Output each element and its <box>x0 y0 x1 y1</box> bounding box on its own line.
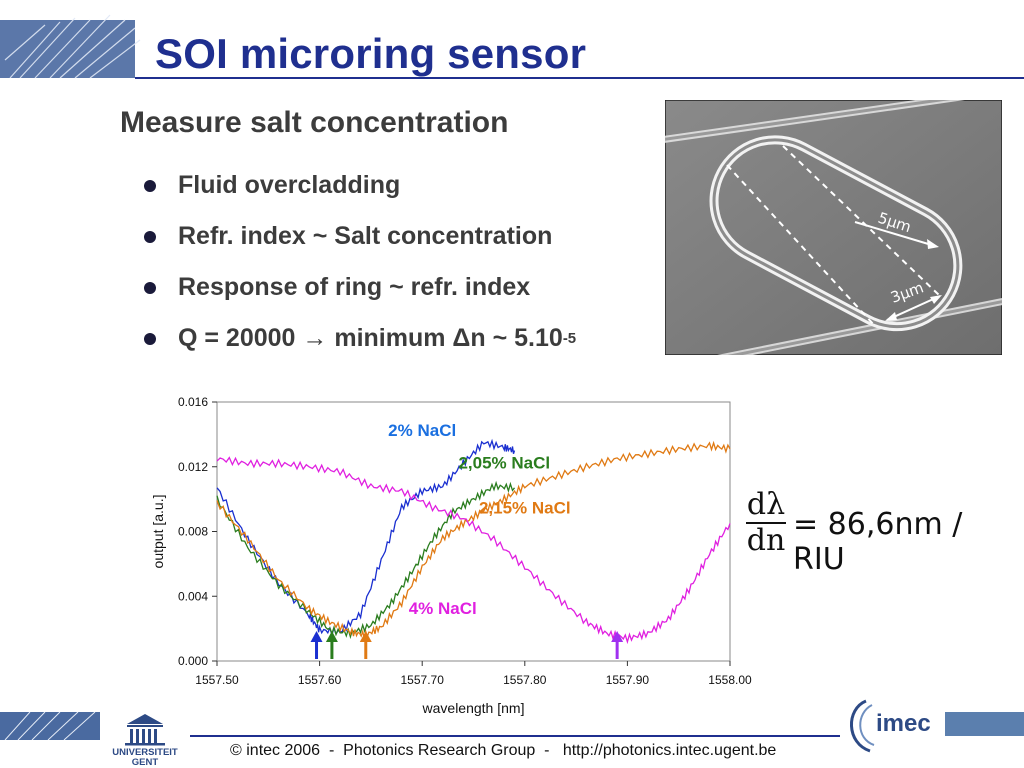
footer-decoration <box>0 712 100 740</box>
imec-logo-text: imec <box>876 710 931 737</box>
x-tick-label: 1558.00 <box>708 673 752 687</box>
bullet-item: Fluid overcladding <box>140 160 576 211</box>
series-annotation: 4% NaCl <box>409 599 477 618</box>
x-axis-label: wavelength [nm] <box>422 700 525 716</box>
series-annotation: 2,05% NaCl <box>458 453 550 472</box>
imec-logo: imec <box>850 699 931 753</box>
footer-credits: © intec 2006 - Photonics Research Group … <box>230 742 777 759</box>
title-divider <box>135 77 1024 79</box>
series-annotation: 2% NaCl <box>388 421 456 440</box>
y-tick-label: 0.012 <box>178 460 208 474</box>
resonance-arrowhead-icon <box>611 631 624 642</box>
resonance-arrowhead-icon <box>310 631 323 642</box>
x-tick-label: 1557.60 <box>298 673 342 687</box>
ugent-logo-line2: GENT <box>132 757 159 768</box>
slide-title: SOI microring sensor <box>155 30 587 77</box>
y-tick-label: 0.004 <box>178 589 208 603</box>
ugent-logo: UNIVERSITEIT GENT <box>112 714 178 768</box>
bullet-list: Fluid overcladding Refr. index ~ Salt co… <box>140 160 576 364</box>
formula-fraction-bar <box>746 522 786 524</box>
footer-divider <box>190 735 840 737</box>
bullet-dot-icon <box>144 230 156 243</box>
x-tick-label: 1557.90 <box>606 673 650 687</box>
series-line <box>216 438 516 638</box>
y-axis-label: output [a.u.] <box>150 495 166 569</box>
bullet-superscript: -5 <box>562 330 577 347</box>
footer-accent-bar <box>945 712 1024 736</box>
bullet-text: Fluid overcladding <box>178 171 401 199</box>
formula-fraction: dλ dn <box>745 488 787 558</box>
bullet-dot-icon <box>144 179 156 192</box>
bullet-item: Refr. index ~ Salt concentration <box>140 211 576 262</box>
series-line <box>216 440 731 639</box>
x-tick-label: 1557.50 <box>195 673 239 687</box>
bullet-dot-icon <box>144 332 156 345</box>
bullet-text: Response of ring ~ refr. index <box>178 273 531 301</box>
slide-subtitle: Measure salt concentration <box>120 106 509 139</box>
formula-rhs: = 86,6nm / RIU <box>793 507 963 577</box>
bullet-item: Response of ring ~ refr. index <box>140 262 576 313</box>
plot-frame <box>216 401 731 662</box>
ugent-logo-line1: UNIVERSITEIT <box>112 747 178 758</box>
resonance-arrowhead-icon <box>359 631 372 642</box>
bullet-dot-icon <box>144 281 156 294</box>
spectrum-chart: 0.000 0.004 0.008 0.012 0.016 1557.50 1557.60 1… <box>150 395 752 716</box>
x-tick-label: 1557.70 <box>401 673 445 687</box>
sensitivity-formula: dλ dn = 86,6nm / RIU <box>745 488 995 577</box>
bullet-text: Refr. index ~ Salt concentration <box>178 222 553 250</box>
series-line <box>216 456 731 645</box>
y-tick-label: 0.016 <box>178 395 208 409</box>
x-tick-label: 1557.80 <box>503 673 547 687</box>
corner-decoration <box>0 14 141 79</box>
formula-numerator: dλ <box>746 487 786 522</box>
resonance-arrowhead-icon <box>325 631 338 642</box>
formula-denominator: dn <box>746 523 786 558</box>
bullet-item: Q = 20000 → minimum Δn ~ 5.10 -5 <box>140 313 576 364</box>
bullet-text: Q = 20000 → minimum Δn ~ 5.10 <box>178 324 563 352</box>
y-tick-label: 0.008 <box>178 525 208 539</box>
y-tick-label: 0.000 <box>178 654 208 668</box>
microring-sem-image: 5μm 3μm <box>665 100 1002 355</box>
series-line <box>216 480 516 640</box>
series-annotation: 2,15% NaCl <box>479 499 571 518</box>
